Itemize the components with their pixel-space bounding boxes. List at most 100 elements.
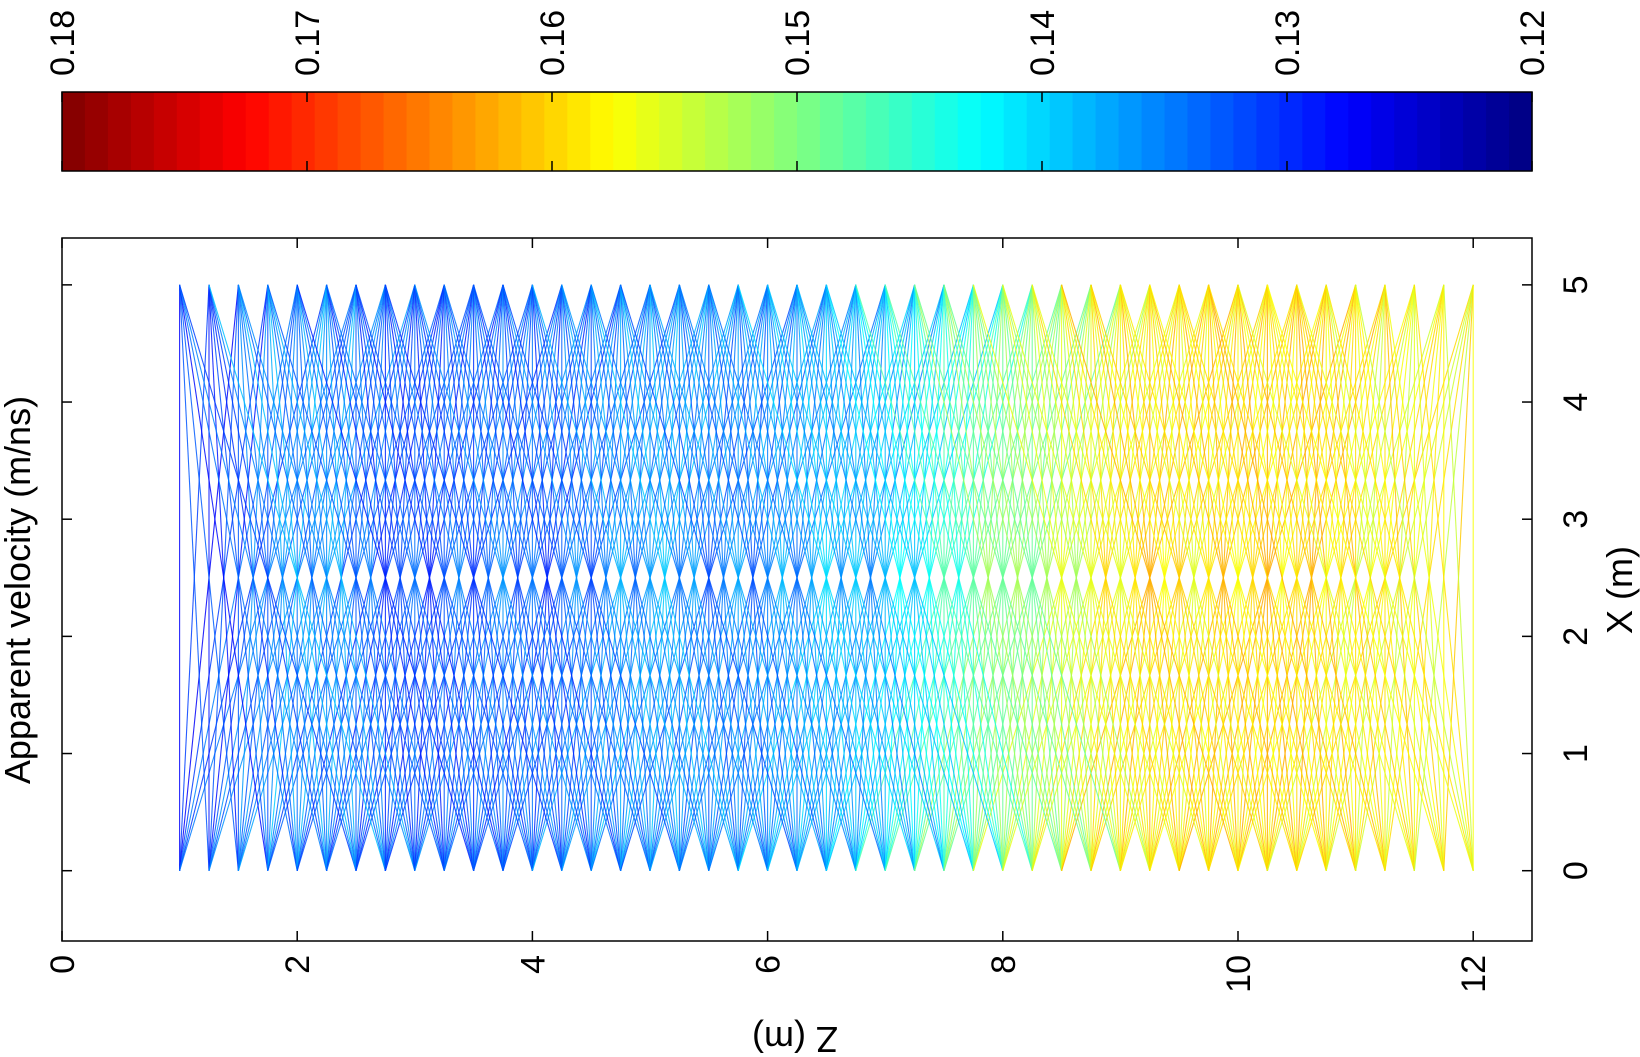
ray-path [708,284,857,871]
ray-path [473,284,651,871]
colorbar-tick-label: 0.12 [1514,10,1552,76]
ray-path [649,284,798,871]
colorbar-segment [1095,92,1120,171]
colorbar-segment [865,92,890,171]
colorbar-segment [337,92,362,171]
ray-path [531,284,710,871]
z-axis-ticks: 0 2 4 6 8 10 12 [44,238,1493,993]
ray-path [267,284,416,871]
colorbar-segment [705,92,729,171]
ray-path [620,284,769,871]
colorbar-segment [888,92,913,171]
ray-path [1208,284,1386,871]
ray-path [649,284,827,871]
colorbar-segment [911,92,936,171]
colorbar-segment [774,92,798,171]
colorbar-segment [452,92,477,171]
colorbar-segment [406,92,431,171]
colorbar-segment [291,92,316,171]
colorbar-segment [636,92,660,171]
z-tick-label: 8 [985,955,1023,974]
ray-path [1384,284,1474,871]
ray-path [796,284,974,871]
ray-path [1443,284,1474,871]
ray-path [296,284,475,871]
colorbar-segment [1394,92,1418,171]
ray-path [825,284,1004,871]
ray-path [825,284,974,871]
colorbar-segment [176,92,201,171]
colorbar-segment [544,92,568,171]
ray-path [326,284,475,871]
colorbar-segment [475,92,500,171]
ray-path [884,284,1063,871]
ray-path [767,284,945,871]
ray-path [443,284,622,871]
colorbar-segment [1509,92,1533,171]
ray-path [1119,284,1268,871]
colorbar-segment [1440,92,1464,171]
z-tick-label: 6 [750,955,788,974]
ray-path [237,284,386,871]
colorbar-segment [222,92,247,171]
axes-box [61,237,1533,942]
x-axis-ticks: 0 1 2 3 4 5 [62,275,1595,880]
ray-path [708,284,886,871]
z-tick-label: 12 [1455,955,1493,993]
colorbar-segment [1141,92,1166,171]
ray-path [1002,284,1151,871]
x-tick-label: 5 [1557,275,1595,294]
ray-path [1149,284,1298,871]
x-tick-label: 2 [1557,627,1595,646]
ray-path [179,284,239,871]
colorbar-segment [245,92,270,171]
ray-path [355,284,533,871]
ray-path [1119,284,1298,871]
colorbar-segment [1348,92,1372,171]
colorbar: 0.18 0.17 0.16 0.15 0.14 0.13 0.12 [44,10,1552,172]
ray-path [414,284,563,871]
ray-path [678,284,857,871]
colorbar-segment [1279,92,1303,171]
colorbar-segment [659,92,683,171]
ray-path [179,284,210,871]
ray-path [1355,284,1474,871]
ray-path [914,284,1092,871]
colorbar-segment [1210,92,1235,171]
ray-path [855,284,1033,871]
colorbar-segment [498,92,522,171]
ray-path [1031,284,1210,871]
colorbar-segment [130,92,155,171]
ray-path [737,284,886,871]
ray-path [502,284,651,871]
colorbar-segment [1026,92,1051,171]
colorbar-segment [1417,92,1441,171]
ray-path [737,284,916,871]
y-axis-label: X (m) [1599,546,1640,634]
x-tick-label: 1 [1557,744,1595,763]
colorbar-segment [360,92,385,171]
colorbar-tick-label: 0.15 [779,10,817,76]
ray-path [1002,284,1180,871]
ray-path [1149,284,1327,871]
ray-path [1031,284,1180,871]
colorbar-segment [1302,92,1326,171]
colorbar-segment [521,92,545,171]
ray-path [414,284,592,871]
colorbar-segment [980,92,1005,171]
z-tick-label: 0 [44,955,82,974]
ray-path [1296,284,1445,871]
ray-path [943,284,1092,871]
colorbar-segment [1233,92,1257,171]
ray-path [678,284,827,871]
ray-path [561,284,710,871]
x-tick-label: 3 [1557,510,1595,529]
colorbar-tick-label: 0.13 [1269,10,1307,76]
ray-path [384,284,563,871]
ray-path [1090,284,1239,871]
colorbar-segment [1187,92,1212,171]
colorbar-ticks: 0.18 0.17 0.16 0.15 0.14 0.13 0.12 [44,10,1552,171]
colorbar-segment [153,92,178,171]
ray-path [914,284,1063,871]
ray-path [884,284,1033,871]
